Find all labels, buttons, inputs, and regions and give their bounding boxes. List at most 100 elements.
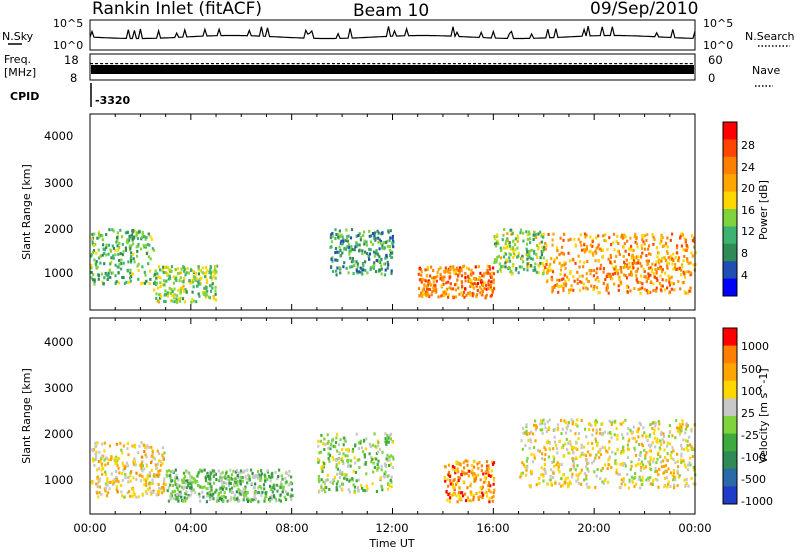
freq-dash [679,63,683,65]
scatter-cell [519,231,522,235]
scatter-cell [623,262,627,266]
scatter-cell [666,286,669,290]
freq-dash [210,63,214,65]
scatter-cell [428,287,431,291]
scatter-cell [657,420,660,423]
vel-cb-tick-m25: -25 [741,429,759,442]
scatter-cell [190,268,193,272]
scatter-cell [205,286,208,290]
scatter-cell [525,247,528,251]
scatter-cell [176,267,179,271]
scatter-cell [193,479,196,483]
scatter-cell [162,457,165,461]
scatter-cell [484,480,487,484]
scatter-cell [444,292,448,296]
scatter-cell [667,274,670,278]
scatter-cell [421,277,424,281]
scatter-cell [620,482,623,486]
scatter-cell [209,271,212,275]
scatter-cell [278,484,281,488]
scatter-cell [183,276,186,280]
scatter-cell [448,496,452,500]
scatter-cell [583,232,587,236]
scatter-cell [512,252,515,255]
scatter-cell [384,256,387,260]
scatter-cell [360,268,364,272]
scatter-cell [96,477,99,481]
scatter-cell [355,432,358,436]
scatter-cell [209,482,212,486]
scatter-cell [148,474,152,478]
freq-dash [311,63,315,65]
scatter-cell [334,258,337,262]
power-cb-label: Power [dB] [757,180,770,240]
scatter-cell [329,442,333,446]
scatter-cell [130,233,133,237]
scatter-cell [274,470,277,474]
scatter-cell [278,498,281,502]
scatter-cell [613,282,616,286]
scatter-cell [490,469,493,473]
scatter-cell [122,250,125,254]
scatter-cell [470,471,473,475]
scatter-cell [673,266,676,270]
scatter-cell [214,285,217,289]
scatter-cell [585,286,588,290]
freq-dash [493,63,497,65]
scatter-cell [669,471,673,475]
scatter-cell [388,455,391,459]
scatter-cell [122,444,125,448]
scatter-cell [571,257,574,261]
scatter-cell [121,276,124,279]
scatter-cell [676,244,679,248]
scatter-cell [150,468,153,472]
scatter-cell [129,474,132,477]
scatter-cell [388,464,391,467]
scatter-cell [384,465,387,469]
scatter-cell [634,240,637,244]
scatter-cell [183,477,186,481]
scatter-cell [588,485,591,489]
scatter-cell [141,231,144,234]
scatter-cell [623,462,626,466]
scatter-cell [197,292,200,296]
scatter-cell [335,269,338,273]
scatter-cell [240,493,243,497]
scatter-cell [173,296,176,300]
scatter-cell [618,472,621,476]
scatter-cell [92,273,95,277]
scatter-cell [662,459,665,463]
scatter-cell [172,281,176,285]
scatter-cell [606,467,609,470]
scatter-cell [483,287,486,291]
scatter-cell [586,450,590,454]
scatter-cell [138,444,141,448]
scatter-cell [386,453,389,457]
scatter-cell [526,233,529,237]
freq-dash [291,63,295,65]
scatter-cell [165,473,168,477]
scatter-cell [354,245,357,249]
scatter-cell [595,236,598,240]
scatter-cell [226,477,229,481]
scatter-cell [167,499,170,503]
scatter-cell [487,283,490,287]
scatter-cell [391,234,394,238]
scatter-cell [669,257,672,261]
scatter-cell [525,423,528,427]
scatter-cell [182,471,186,475]
scatter-cell [289,481,292,485]
scatter-cell [332,269,335,273]
scatter-cell [368,257,371,261]
scatter-cell [508,259,511,263]
scatter-cell [280,474,283,478]
scatter-cell [656,457,659,461]
scatter-cell [170,470,173,474]
scatter-cell [243,495,246,499]
scatter-cell [657,453,660,456]
scatter-cell [569,288,572,292]
scatter-cell [649,458,652,462]
scatter-cell [205,487,208,491]
scatter-cell [239,481,242,485]
scatter-cell [335,459,338,462]
